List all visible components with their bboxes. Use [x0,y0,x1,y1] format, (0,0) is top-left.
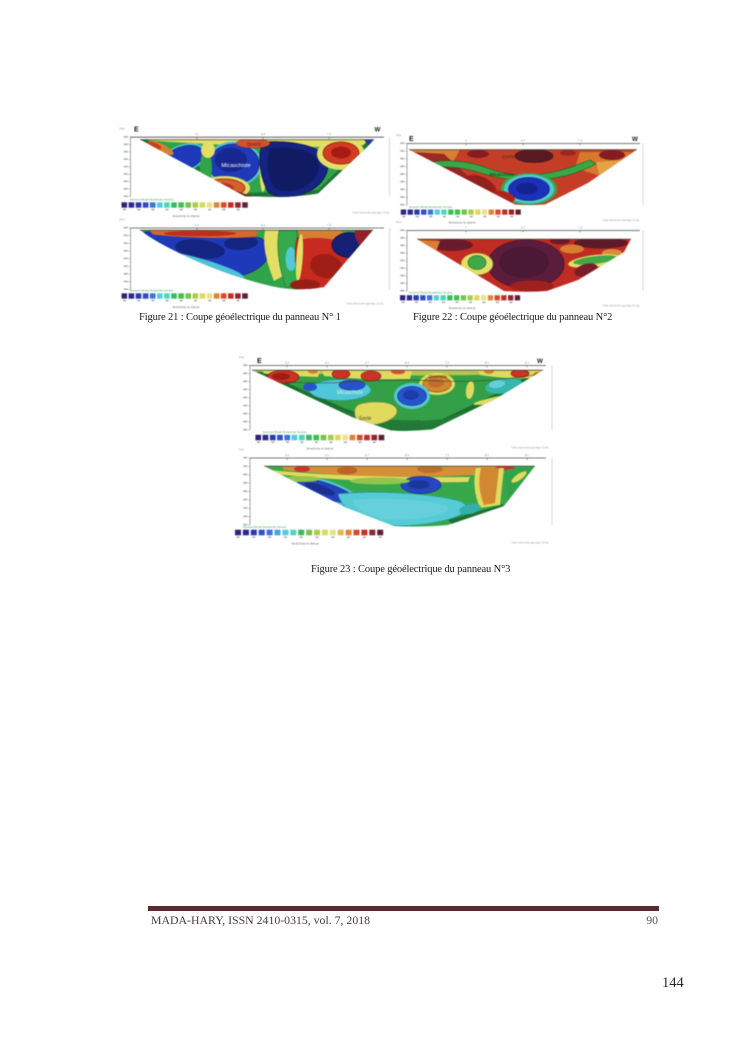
svg-text:E: E [409,136,414,143]
svg-text:Inverted Model Resistivity Sec: Inverted Model Resistivity Section [409,205,453,209]
svg-text:7.3: 7.3 [327,132,332,136]
svg-text:Dep: Dep [396,133,402,137]
svg-text:Inverted Model Resistivity Sec: Inverted Model Resistivity Section [130,289,174,293]
svg-text:Resistivity in ohm.m: Resistivity in ohm.m [173,214,200,218]
svg-text:Unit electrode spacing 5.0 m.: Unit electrode spacing 5.0 m. [346,302,384,306]
svg-text:3.1: 3.1 [195,132,200,136]
svg-text:Quartz: Quartz [502,154,515,159]
svg-text:3: 3 [465,138,467,142]
svg-text:Resistivity in ohm.m: Resistivity in ohm.m [307,447,334,451]
svg-text:8.1: 8.1 [485,360,490,364]
svg-text:E: E [134,127,139,134]
svg-text:Micaschiste: Micaschiste [221,163,250,169]
svg-text:Elev: Elev [120,218,126,222]
svg-text:6.4: 6.4 [261,223,266,227]
svg-text:8.1: 8.1 [485,453,490,457]
svg-text:4.1: 4.1 [325,360,330,364]
svg-text:W: W [537,358,543,365]
svg-text:3: 3 [465,225,467,229]
svg-text:Micaschiste: Micaschiste [490,172,515,177]
svg-text:7.3: 7.3 [445,453,450,457]
svg-text:Unit electrode spacing 5.0 m.: Unit electrode spacing 5.0 m. [511,541,549,545]
svg-text:Resistivity in ohm.m: Resistivity in ohm.m [292,542,319,546]
svg-text:Quartzite: Quartzite [429,374,448,379]
svg-text:7.3: 7.3 [327,223,332,227]
svg-text:Micaschiste: Micaschiste [337,390,363,396]
svg-text:7.3: 7.3 [445,360,450,364]
svg-text:Unit electrode spacing 5.0 m.: Unit electrode spacing 5.0 m. [352,211,390,215]
svg-text:9.1: 9.1 [525,453,530,457]
svg-text:Unit electrode spacing 5.0 m.: Unit electrode spacing 5.0 m. [602,218,640,222]
svg-text:7.3: 7.3 [578,225,583,229]
svg-text:Resistivity in ohm.m: Resistivity in ohm.m [449,306,476,310]
svg-text:4.7: 4.7 [365,360,370,364]
svg-text:9.1: 9.1 [525,360,530,364]
svg-text:Resistivity in ohm.m: Resistivity in ohm.m [449,220,476,224]
svg-text:Elev: Elev [239,448,245,452]
svg-text:E: E [257,358,262,365]
svg-text:3.2: 3.2 [285,453,290,457]
svg-text:7.3: 7.3 [578,138,583,142]
svg-text:Dep: Dep [120,127,126,131]
svg-text:4.7: 4.7 [521,138,526,142]
svg-text:Dep: Dep [239,355,245,359]
svg-text:Elev: Elev [396,220,402,224]
svg-text:Socle: Socle [359,416,372,422]
svg-text:W: W [632,136,638,143]
svg-text:Inverted Model Resistivity Sec: Inverted Model Resistivity Section [409,291,453,295]
svg-text:W: W [375,127,381,134]
svg-text:4.7: 4.7 [365,453,370,457]
svg-text:Inverted Model Resistivity Sec: Inverted Model Resistivity Section [130,198,174,202]
svg-text:4.1: 4.1 [325,453,330,457]
svg-text:4.7: 4.7 [521,225,526,229]
svg-text:Socle: Socle [218,187,231,193]
svg-text:6.4: 6.4 [405,360,410,364]
svg-text:6.4: 6.4 [405,453,410,457]
svg-text:Inverted Model Resistivity Sec: Inverted Model Resistivity Section [263,430,307,434]
svg-text:Unit electrode spacing 5.0 m.: Unit electrode spacing 5.0 m. [511,446,549,450]
svg-text:4.1: 4.1 [195,223,200,227]
svg-text:Resistivity in ohm.m: Resistivity in ohm.m [173,305,200,309]
svg-text:6.4: 6.4 [261,132,266,136]
svg-text:Inverted Model Resistivity Sec: Inverted Model Resistivity Section [243,525,287,529]
svg-text:3.2: 3.2 [285,360,290,364]
svg-text:Unit electrode spacing 5.0 m.: Unit electrode spacing 5.0 m. [602,304,640,308]
svg-text:Quartz: Quartz [247,142,262,147]
